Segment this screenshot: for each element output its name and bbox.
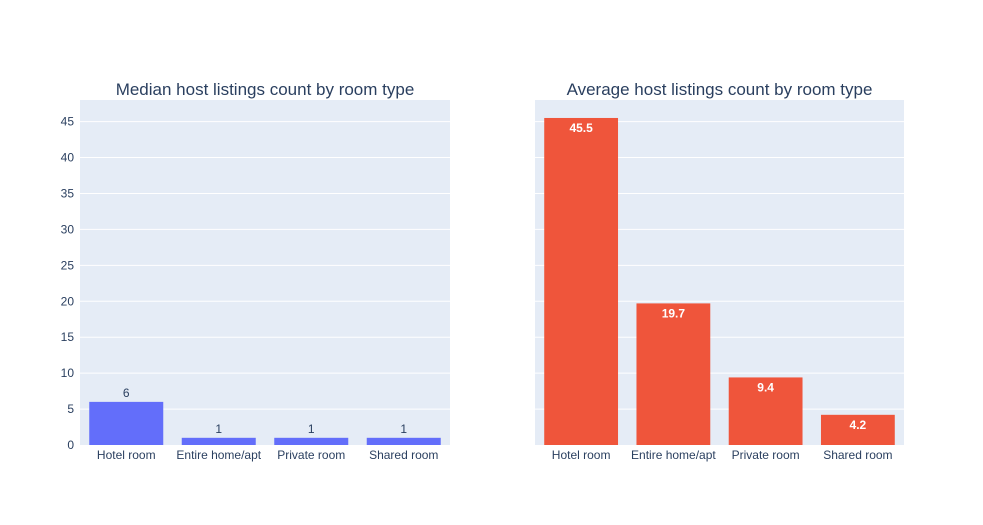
median-bar (366, 437, 441, 445)
median-y-tick-label: 5 (67, 402, 74, 416)
median-x-tick-label: Private room (277, 448, 345, 462)
average-chart-title: Average host listings count by room type (567, 80, 873, 99)
median-y-tick-label: 30 (61, 222, 75, 236)
average-x-tick-label: Entire home/apt (631, 448, 716, 462)
median-y-tick-label: 45 (61, 115, 75, 129)
median-y-tick-label: 40 (61, 151, 75, 165)
average-data-labels: 45.5 19.7 9.4 4.2 (569, 121, 866, 432)
average-bar (820, 414, 895, 445)
median-y-tick-label: 0 (67, 438, 74, 452)
median-data-label: 6 (123, 386, 130, 400)
median-bars (89, 401, 441, 445)
average-x-tick-label: Private room (732, 448, 800, 462)
median-data-label: 1 (400, 422, 407, 436)
median-y-tick-label: 20 (61, 294, 75, 308)
median-x-tick-label: Shared room (369, 448, 438, 462)
average-bar (544, 117, 619, 445)
median-chart-title: Median host listings count by room type (116, 80, 415, 99)
average-chart-panel: Hotel room Entire home/apt Private room Sha… (535, 80, 904, 462)
average-bars (544, 117, 895, 445)
median-y-tick-label: 10 (61, 366, 75, 380)
average-data-label: 4.2 (850, 418, 867, 432)
average-x-tick-labels: Hotel room Entire home/apt Private room Sha… (552, 448, 893, 462)
average-bar (636, 303, 711, 445)
average-bar (728, 377, 803, 445)
median-bar (181, 437, 256, 445)
median-x-tick-label: Hotel room (97, 448, 156, 462)
median-chart-panel: 0 5 10 15 20 25 30 35 40 45 Hotel room Entire home… (61, 80, 450, 462)
median-y-tick-labels: 0 5 10 15 20 25 30 35 40 45 (61, 115, 75, 452)
median-y-tick-label: 25 (61, 258, 75, 272)
average-x-tick-label: Hotel room (552, 448, 611, 462)
median-bar (274, 437, 349, 445)
median-data-label: 1 (308, 422, 315, 436)
average-data-label: 45.5 (569, 121, 593, 135)
median-data-label: 1 (215, 422, 222, 436)
average-data-label: 19.7 (662, 306, 686, 320)
median-y-tick-label: 15 (61, 330, 75, 344)
average-x-tick-label: Shared room (823, 448, 892, 462)
median-x-tick-labels: Hotel room Entire home/apt Private room Sha… (97, 448, 439, 462)
median-y-tick-label: 35 (61, 186, 75, 200)
median-bar (89, 401, 164, 445)
median-data-labels: 6 1 1 1 (123, 386, 408, 436)
median-plot-area (80, 100, 450, 445)
average-data-label: 9.4 (757, 380, 774, 394)
median-x-tick-label: Entire home/apt (176, 448, 261, 462)
